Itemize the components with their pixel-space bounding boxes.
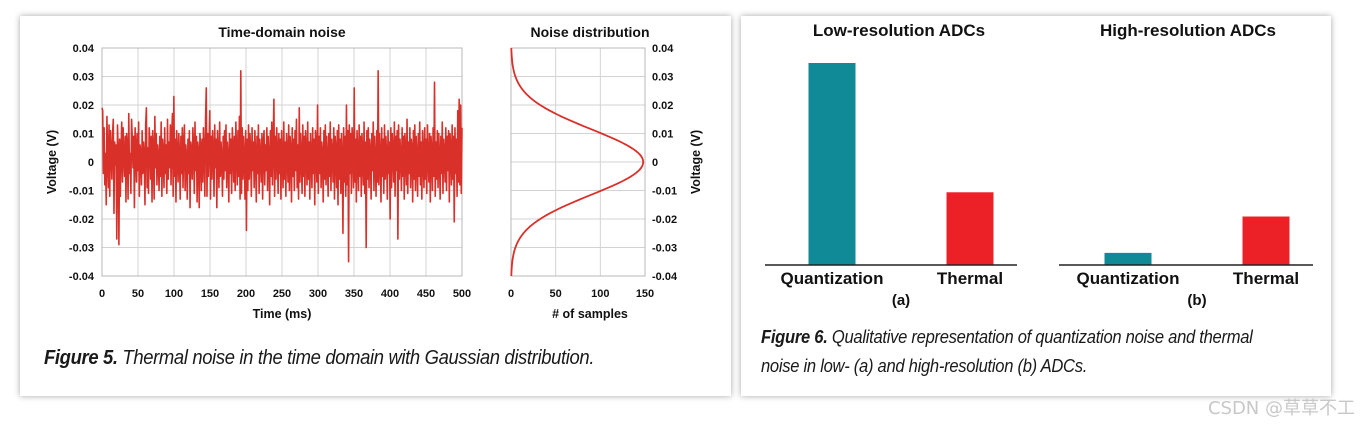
- figure-5-caption-label: Figure 5.: [44, 346, 118, 369]
- noise-series-line: [101, 69, 463, 263]
- subfigure-label: (a): [892, 292, 910, 309]
- figure-5-caption-text: Thermal noise in the time domain with Ga…: [117, 346, 595, 369]
- category-label: Thermal: [937, 269, 1003, 288]
- bar-quantization: [808, 63, 856, 265]
- y-tick-label: 0.01: [652, 129, 673, 141]
- y-tick-label: 0.02: [652, 100, 673, 112]
- x-tick-label: 400: [381, 288, 399, 300]
- x-tick-label: 150: [201, 288, 219, 300]
- y-axis-label: Voltage (V): [689, 130, 703, 194]
- figure-6-chart: Low-resolution ADCs Quantization Thermal (a…: [765, 21, 1313, 309]
- bar-thermal: [946, 192, 994, 265]
- y-tick-label: 0.03: [652, 72, 673, 84]
- x-tick-label: 0: [508, 288, 514, 300]
- x-tick-label: 100: [591, 288, 609, 300]
- chart-title-time-domain: Time-domain noise: [218, 24, 346, 40]
- category-label: Thermal: [1233, 269, 1299, 288]
- category-label: Quantization: [781, 269, 884, 288]
- chart-title-noise-distribution: Noise distribution: [531, 24, 650, 40]
- y-tick-label: 0.01: [73, 129, 94, 141]
- x-tick-label: 300: [309, 288, 327, 300]
- category-label: Quantization: [1077, 269, 1180, 288]
- x-tick-label: 250: [273, 288, 291, 300]
- chart-title-low-resolution: Low-resolution ADCs: [813, 21, 985, 40]
- x-tick-label: 500: [453, 288, 471, 300]
- y-tick-label: -0.02: [69, 214, 94, 226]
- figure-6-caption-label: Figure 6.: [761, 327, 828, 347]
- x-tick-label: 50: [550, 288, 562, 300]
- y-tick-label: -0.04: [69, 271, 95, 283]
- figure-6-caption-text: Qualitative representation of quantizati…: [761, 327, 1253, 376]
- figure-6-caption: Figure 6. Qualitative representation of …: [761, 323, 1276, 381]
- distribution-curve: [510, 47, 645, 277]
- y-tick-label: 0: [652, 157, 658, 169]
- plot-frame: [510, 47, 646, 277]
- y-tick-label: -0.01: [69, 186, 94, 198]
- x-tick-label: 50: [132, 288, 144, 300]
- y-tick-label: 0.02: [73, 100, 94, 112]
- y-tick-label: 0.03: [73, 72, 94, 84]
- x-tick-label: 100: [165, 288, 183, 300]
- x-tick-label: 350: [345, 288, 363, 300]
- x-tick-label: 150: [636, 288, 654, 300]
- y-tick-label: 0.04: [652, 43, 674, 55]
- y-tick-label: 0.04: [73, 43, 95, 55]
- y-tick-label: -0.02: [652, 214, 677, 226]
- figure-5-caption: Figure 5. Thermal noise in the time doma…: [44, 346, 594, 370]
- x-tick-label: 0: [99, 288, 105, 300]
- watermark: CSDN @草草不工: [1207, 398, 1355, 419]
- chart-title-high-resolution: High-resolution ADCs: [1100, 21, 1276, 40]
- bar-quantization: [1104, 252, 1152, 265]
- y-tick-label: -0.03: [69, 243, 94, 255]
- y-tick-label: -0.01: [652, 186, 677, 198]
- figure-5-chart: Time-domain noise 0 50 100 150 200 250 300 350 40…: [45, 24, 703, 321]
- x-tick-label: 200: [237, 288, 255, 300]
- x-tick-label: 450: [417, 288, 435, 300]
- subfigure-label: (b): [1187, 292, 1206, 309]
- x-axis-label: Time (ms): [253, 307, 312, 321]
- y-axis-label: Voltage (V): [45, 130, 59, 194]
- figure-6-panel: Low-resolution ADCs Quantization Thermal (a…: [741, 16, 1331, 396]
- figure-5-panel: Time-domain noise 0 50 100 150 200 250 300 350 40…: [20, 16, 731, 396]
- y-tick-label: 0: [88, 157, 94, 169]
- y-tick-label: -0.03: [652, 243, 677, 255]
- bar-thermal: [1242, 216, 1290, 265]
- y-tick-label: -0.04: [652, 271, 678, 283]
- x-axis-label: # of samples: [552, 307, 628, 321]
